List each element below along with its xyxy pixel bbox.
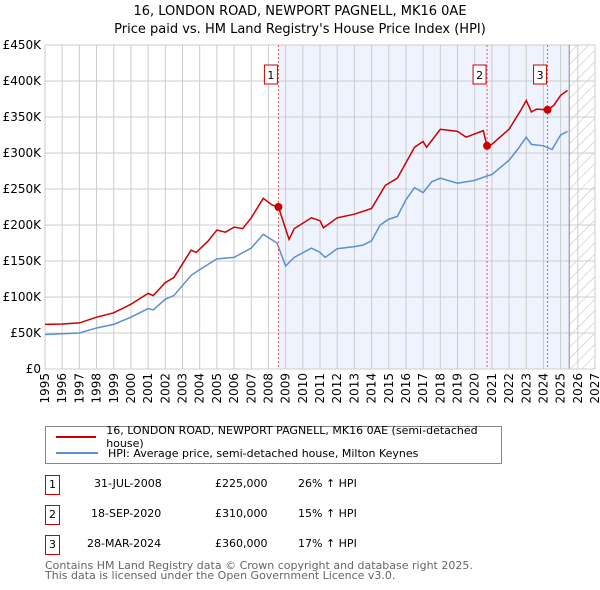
x-tick-label: 2012 [330,373,344,404]
x-tick-label: 2015 [382,373,396,404]
y-tick-label: £300K [3,146,43,160]
sale-price: £310,000 [215,507,268,520]
sale-number-badge: 2 [45,505,60,525]
price-chart: 1 2 3 £0 £50K £100K £150K £200K £250K £300K £350K £… [3,38,600,404]
sale-number-badge: 3 [45,535,60,555]
sale-row: 2 18-SEP-2020 £310,000 15% ↑ HPI [45,505,445,525]
sale-point [543,105,552,114]
x-tick-label: 2017 [416,373,430,404]
chart-legend: 16, LONDON ROAD, NEWPORT PAGNELL, MK16 0… [45,424,502,464]
x-tick-label: 2011 [313,373,327,404]
sale-date: 28-MAR-2024 [87,537,162,550]
y-tick-label: £250K [3,182,43,196]
sale-label: 3 [537,69,544,82]
sale-label-box [472,64,487,85]
sale-price: £225,000 [215,477,268,490]
y-tick-label: £350K [3,110,43,124]
y-tick-label: £0 [26,362,41,376]
legend-item-hpi: HPI: Average price, semi-detached house,… [56,445,418,461]
y-tick-label: £50K [10,326,42,340]
y-tick-label: £150K [3,254,43,268]
x-tick-label: 1995 [38,373,52,404]
x-tick-label: 2027 [588,373,600,404]
x-tick-label: 2013 [347,373,361,404]
footer-licence: This data is licensed under the Open Gov… [45,569,396,582]
x-tick-label: 2018 [433,373,447,404]
x-tick-label: 2007 [244,373,258,404]
sale-row: 1 31-JUL-2008 £225,000 26% ↑ HPI [45,475,445,495]
x-tick-label: 2000 [124,373,138,404]
y-tick-label: £200K [3,218,43,232]
y-tick-label: £100K [3,290,43,304]
x-tick-label: 2009 [279,373,293,404]
sale-point [483,141,492,150]
forecast-hatch [569,45,595,369]
x-tick-label: 1997 [72,373,86,404]
sale-label: 2 [476,69,483,82]
x-tick-label: 2006 [227,373,241,404]
sale-hpi-delta: 17% ↑ HPI [298,537,357,550]
x-tick-label: 2002 [158,373,172,404]
sale-label: 1 [267,69,274,82]
x-tick-label: 2021 [485,373,499,404]
x-tick-label: 2025 [554,373,568,404]
property-price-line [44,89,568,326]
x-tick-label: 2005 [210,373,224,404]
y-tick-label: £450K [3,38,43,52]
x-tick-label: 2014 [365,373,379,404]
legend-label: 16, LONDON ROAD, NEWPORT PAGNELL, MK16 0… [106,424,478,450]
sale-row: 3 28-MAR-2024 £360,000 17% ↑ HPI [45,535,445,555]
hpi-line [44,130,568,336]
sale-label-box [263,64,278,85]
legend-swatch-red [56,436,97,438]
footer: Contains HM Land Registry data © Crown c… [45,559,473,582]
x-tick-label: 2020 [468,373,482,404]
x-tick-label: 1999 [107,373,121,404]
x-tick-label: 2010 [296,373,310,404]
x-tick-label: 2001 [141,373,155,404]
footer-copyright: Contains HM Land Registry data © Crown c… [45,559,473,572]
x-tick-label: 2008 [261,373,275,404]
sale-price: £360,000 [215,537,268,550]
x-tick-label: 2003 [176,373,190,404]
sale-number-badge: 1 [45,475,60,495]
title-line-1: 16, LONDON ROAD, NEWPORT PAGNELL, MK16 0… [133,4,467,19]
sale-date: 18-SEP-2020 [91,507,162,520]
x-tick-label: 2026 [571,373,585,404]
sale-hpi-delta: 15% ↑ HPI [298,507,357,520]
x-tick-label: 2023 [519,373,533,404]
legend-label: HPI: Average price, semi-detached house,… [108,446,419,460]
x-tick-label: 2019 [451,373,465,404]
sale-label-box [533,64,548,85]
chart-title: 16, LONDON ROAD, NEWPORT PAGNELL, MK16 0… [0,3,600,39]
sale-date: 31-JUL-2008 [94,477,162,490]
x-tick-label: 1996 [55,373,69,404]
title-line-2: Price paid vs. HM Land Registry's House … [114,22,486,37]
legend-swatch-blue [56,452,98,454]
y-tick-label: £400K [3,74,43,88]
x-tick-label: 1998 [90,373,104,404]
x-tick-label: 2022 [502,373,516,404]
ownership-shading [278,45,570,369]
sale-hpi-delta: 26% ↑ HPI [298,477,357,490]
x-tick-label: 2004 [193,373,207,404]
legend-item-property: 16, LONDON ROAD, NEWPORT PAGNELL, MK16 0… [56,424,501,450]
x-tick-label: 2016 [399,373,413,404]
sale-point [274,203,283,211]
x-tick-label: 2024 [536,373,550,404]
